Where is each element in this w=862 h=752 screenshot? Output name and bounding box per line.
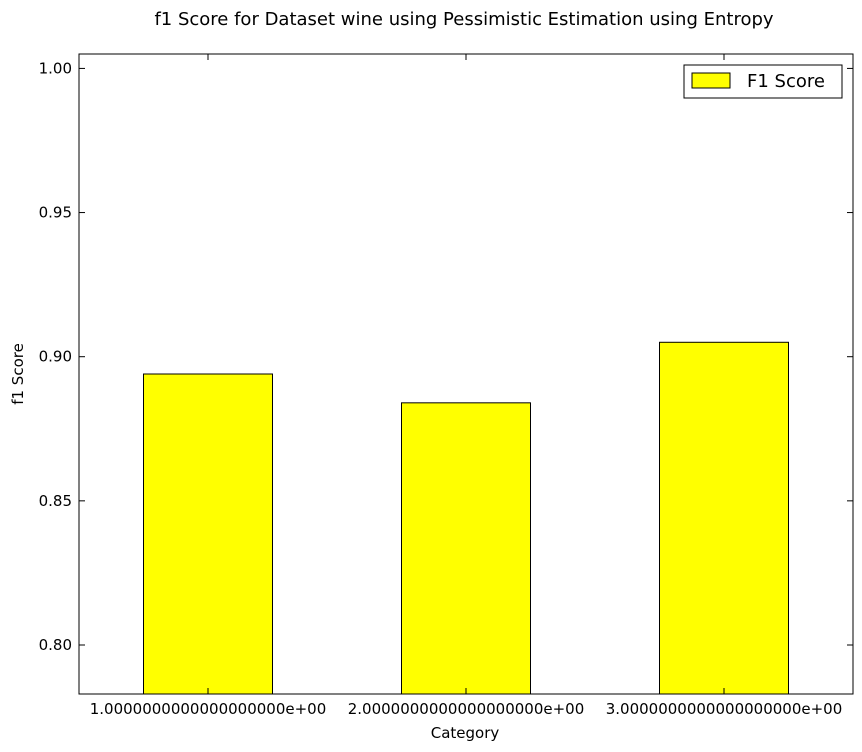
bars-group (143, 341, 789, 695)
y-axis: 0.80 0.85 0.90 0.95 1.00 (39, 59, 853, 654)
y-axis-label: f1 Score (9, 343, 27, 405)
x-tick-label: 2.0000000000000000000e+00 (348, 700, 585, 718)
y-tick-label: 0.90 (39, 348, 72, 366)
y-tick-label: 1.00 (39, 59, 72, 77)
y-tick-label: 0.85 (39, 492, 72, 510)
x-axis: 1.0000000000000000000e+00 2.0000000000000… (90, 54, 843, 718)
x-tick-label: 1.0000000000000000000e+00 (90, 700, 327, 718)
legend-swatch (691, 72, 731, 89)
y-tick-label: 0.95 (39, 204, 72, 222)
bar-3 (659, 341, 789, 695)
y-tick-label: 0.80 (39, 636, 72, 654)
legend: F1 Score (683, 64, 843, 99)
legend-label: F1 Score (747, 71, 825, 92)
x-axis-label: Category (431, 724, 500, 742)
x-tick-label: 3.0000000000000000000e+00 (606, 700, 843, 718)
bar-2 (401, 402, 531, 695)
chart-title: f1 Score for Dataset wine using Pessimis… (154, 9, 773, 30)
bar-1 (143, 373, 273, 695)
